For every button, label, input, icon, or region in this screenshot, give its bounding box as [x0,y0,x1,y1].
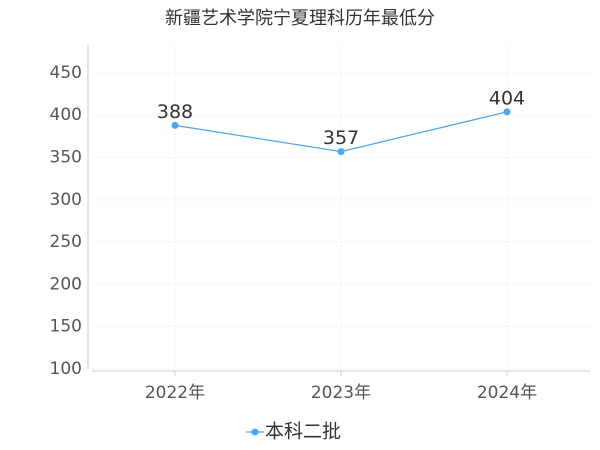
y-tick-label: 100 [50,359,82,379]
chart-title: 新疆艺术学院宁夏理科历年最低分 [165,8,435,29]
legend-label: 本科二批 [265,421,341,443]
y-tick-label: 350 [50,148,82,168]
x-tick-label: 2023年 [311,383,371,403]
y-tick-label: 200 [50,274,82,294]
data-point [337,148,345,156]
data-point [171,121,179,129]
y-tick-label: 250 [50,232,82,252]
data-label: 357 [323,127,359,149]
y-tick-label: 150 [50,317,82,337]
legend-marker [251,428,259,436]
x-tick-label: 2024年 [477,383,537,403]
y-tick-label: 400 [50,105,82,125]
data-label: 388 [157,101,193,123]
y-tick-label: 450 [50,63,82,83]
y-tick-label: 300 [50,190,82,210]
data-label: 404 [489,87,525,109]
x-tick-label: 2022年 [145,383,205,403]
data-point [503,108,511,116]
